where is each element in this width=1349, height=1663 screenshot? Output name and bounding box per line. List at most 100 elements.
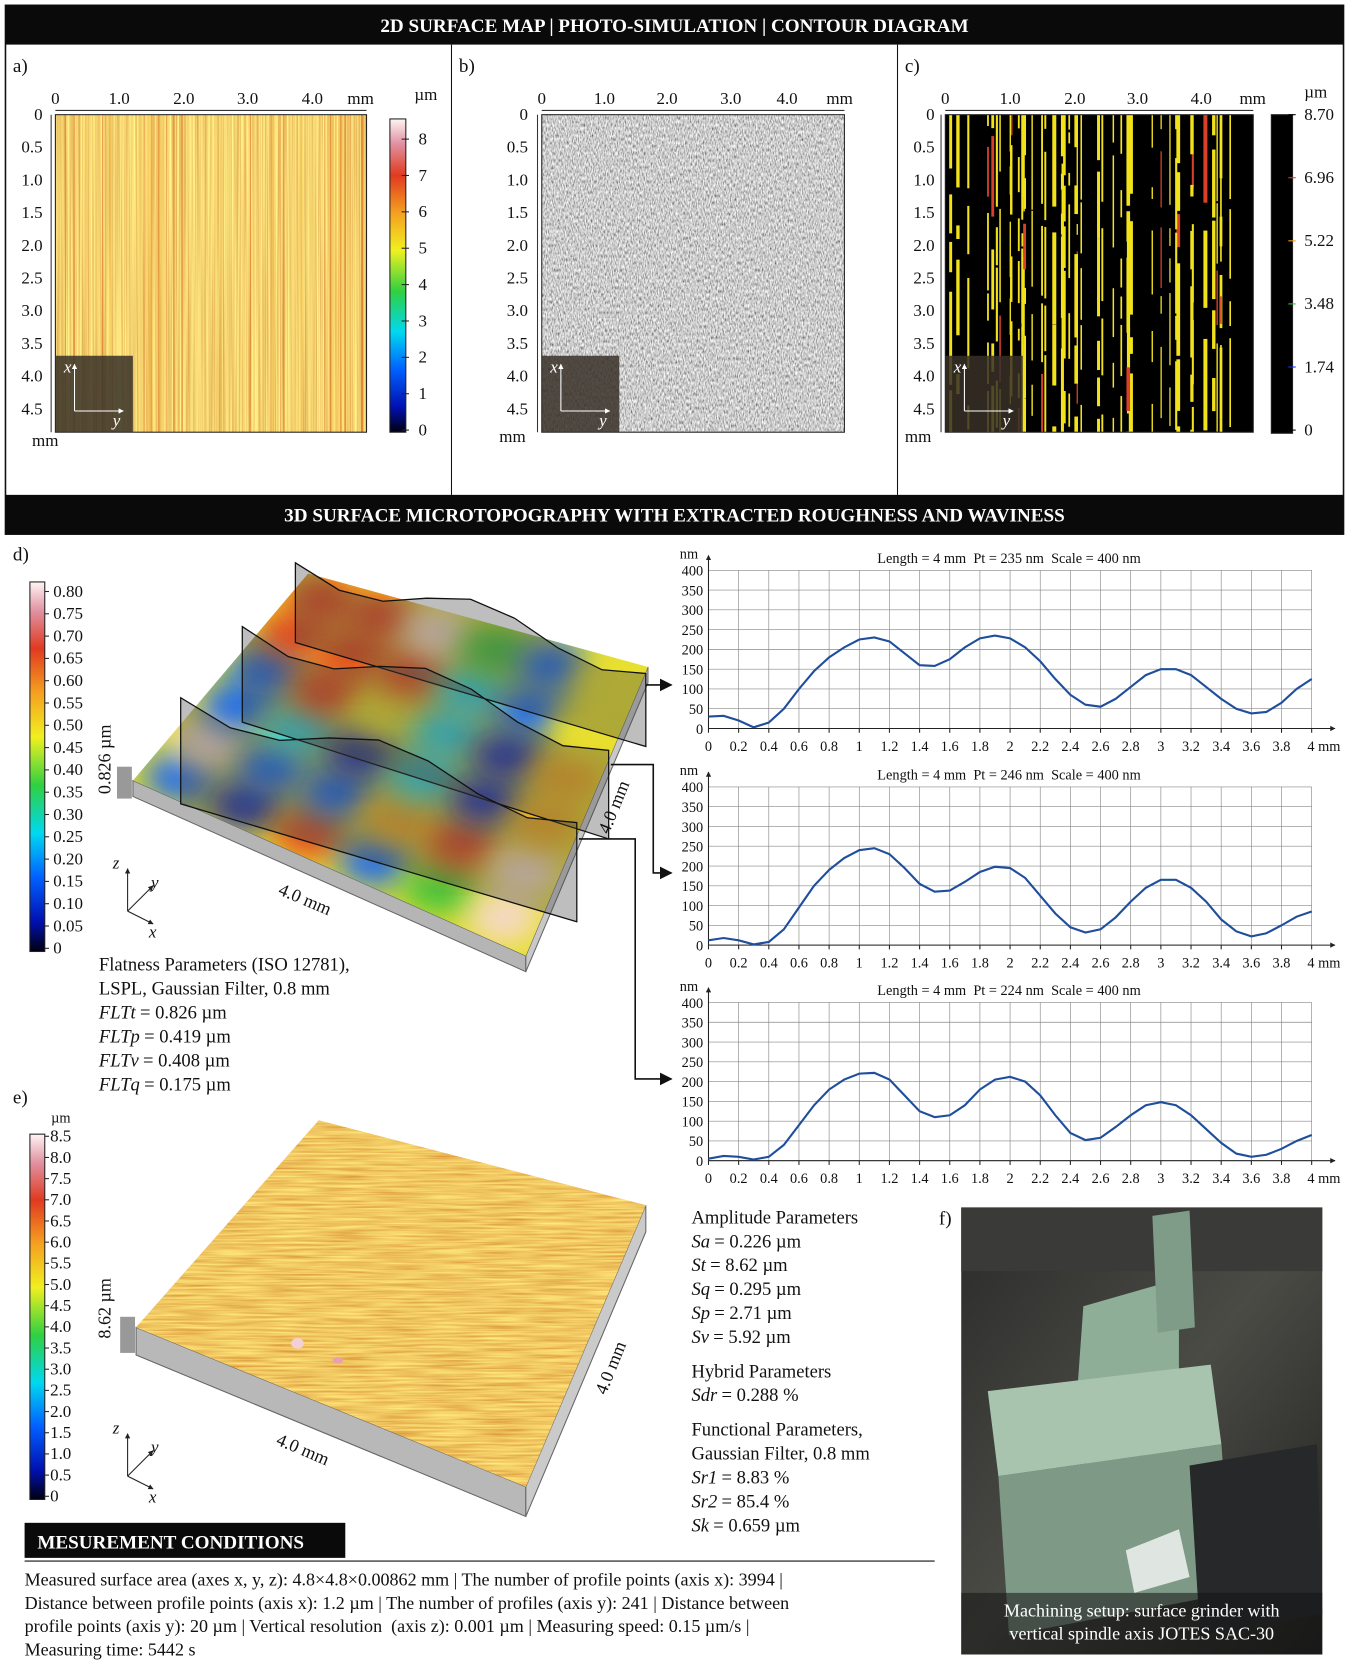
x-tick-label: 3.0 [1127, 89, 1148, 108]
x-tick-label: 1.8 [971, 1171, 989, 1187]
contour [1161, 227, 1162, 288]
conditions-text: Measuring time: 5442 s [25, 1640, 196, 1660]
contour [987, 115, 989, 126]
contour [1018, 115, 1020, 129]
stripe [162, 115, 164, 433]
photo-caption: vertical spindle axis JOTES SAC-30 [1009, 1624, 1274, 1644]
contour [1152, 187, 1153, 199]
connector-arrow [579, 839, 671, 1079]
contour [1152, 331, 1153, 362]
panel-label: d) [13, 545, 29, 566]
colorbar-label: 5.22 [1304, 231, 1334, 250]
contour [1169, 387, 1170, 426]
stripe [173, 115, 175, 433]
x-tick-label: 2.4 [1061, 1171, 1079, 1187]
contour [1120, 259, 1122, 288]
axis-label: 4.0 mm [276, 879, 335, 919]
contour [1068, 115, 1070, 130]
stripe [228, 115, 229, 433]
x-tick-label: 4.0 [1191, 89, 1212, 108]
x-tick-label: 0.6 [790, 955, 808, 971]
contour [1126, 115, 1130, 206]
x-tick-label: 1.0 [594, 89, 615, 108]
x-tick-label: 1.6 [941, 955, 959, 971]
y-tick-label: 0 [696, 1154, 703, 1170]
x-tick-label: 3.6 [1242, 1171, 1260, 1187]
contour [1175, 233, 1177, 314]
stripe [151, 115, 152, 433]
colorbar-label: 0.10 [53, 894, 83, 913]
param-heading: Flatness Parameters (ISO 12781), [99, 955, 350, 976]
x-tick-label: 1.4 [911, 1171, 929, 1187]
contour [949, 194, 952, 233]
colorbar-label: 0.5 [50, 1465, 71, 1484]
x-tick-label: 2.8 [1122, 739, 1140, 755]
parameter: Sp= 2.71 µm [691, 1303, 792, 1324]
colorbar-label: 3 [419, 311, 428, 330]
contour [1169, 115, 1170, 205]
contour [991, 115, 994, 128]
contour [1052, 232, 1056, 324]
contour [1063, 226, 1066, 268]
contour [1044, 227, 1046, 299]
parameter: Sa= 0.226 µm [691, 1231, 801, 1252]
contour [1097, 239, 1100, 316]
y-tick-label: 300 [682, 1035, 704, 1051]
x-tick-label: 2.2 [1031, 955, 1049, 971]
y-tick-label: 0 [926, 105, 935, 124]
x-tick-label: 4 mm [1307, 1171, 1340, 1187]
x-tick-label: 0 [705, 739, 712, 755]
x-tick-label: 1.2 [880, 955, 898, 971]
colorbar-unit: µm [1304, 83, 1327, 102]
param-heading: Hybrid Parameters [691, 1361, 831, 1382]
contour [967, 278, 969, 368]
parameter: Sr2= 85.4 % [691, 1491, 789, 1512]
param-value: = 0.288 % [722, 1385, 799, 1406]
contour [1190, 375, 1193, 402]
x-tick-label: 3.0 [720, 89, 741, 108]
contour [1120, 296, 1122, 318]
contour [1229, 209, 1231, 279]
stripe [243, 115, 244, 433]
param-value: = 0.419 µm [144, 1027, 231, 1048]
colorbar-label: 6.0 [50, 1232, 71, 1251]
contour [1152, 231, 1153, 295]
stripe [179, 115, 180, 433]
stripe [271, 115, 272, 433]
contour [1041, 226, 1043, 296]
colorbar [30, 582, 45, 952]
colorbar-label: 0.40 [53, 760, 83, 779]
contour [1074, 185, 1078, 214]
param-value: = 85.4 % [722, 1491, 790, 1512]
contour [1190, 185, 1193, 197]
contour [1023, 288, 1026, 304]
contour [1229, 338, 1231, 427]
param-symbol: Sp [691, 1303, 710, 1324]
contour [949, 242, 952, 272]
contour [1169, 228, 1170, 246]
contour [1190, 286, 1193, 357]
section-title: 2D SURFACE MAP | PHOTO-SIMULATION | CONT… [380, 16, 968, 37]
y-tick-label: 400 [682, 780, 704, 796]
colorbar-label: 5.5 [50, 1254, 71, 1273]
contour [1068, 173, 1070, 186]
x-tick-label: 0 [941, 89, 950, 108]
y-tick-label: 350 [682, 1016, 704, 1032]
x-tick-label: 1.2 [880, 739, 898, 755]
contour [996, 115, 998, 207]
x-tick-label: 3.2 [1182, 739, 1200, 755]
conditions-text: profile points (axis y): 20 µm | Vertica… [25, 1616, 750, 1637]
y-tick-label: 150 [682, 662, 704, 678]
contour [1052, 426, 1056, 432]
triad-label: y [149, 1438, 159, 1457]
y-tick-label: 250 [682, 840, 704, 856]
contour [1190, 115, 1193, 155]
param-value: = 0.408 µm [143, 1051, 230, 1072]
colorbar-label: 4 [419, 275, 428, 294]
contour [1041, 303, 1043, 362]
contour [1044, 306, 1046, 352]
colorbar-label: 1.74 [1304, 357, 1334, 376]
colorbar-label: 5.0 [50, 1275, 71, 1294]
colorbar-label: 0.50 [53, 716, 83, 735]
contour [1220, 115, 1222, 167]
